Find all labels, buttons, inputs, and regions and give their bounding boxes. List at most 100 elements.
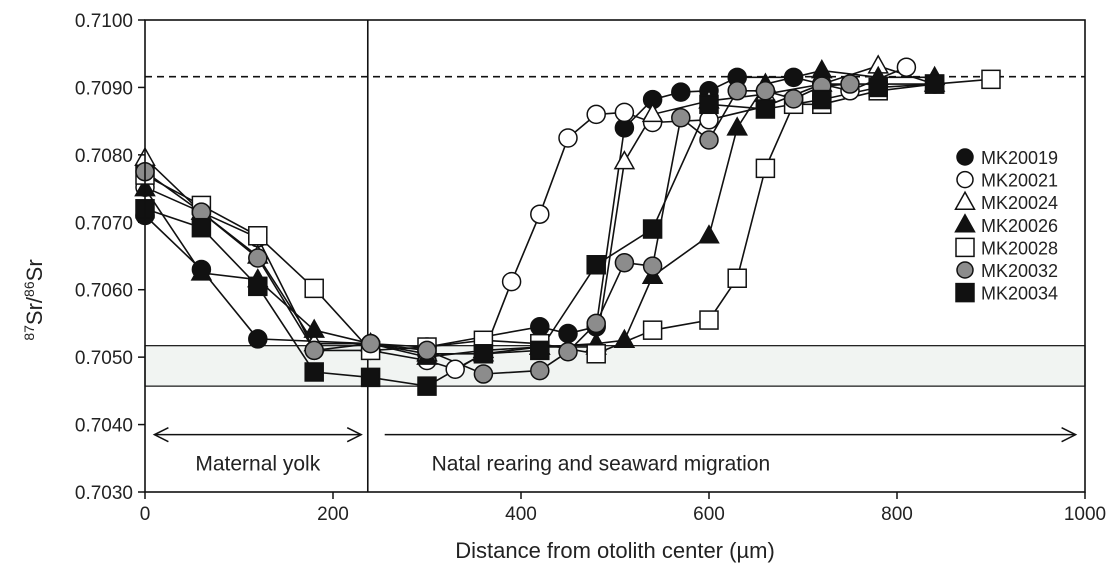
data-point	[840, 74, 860, 94]
data-point	[868, 77, 888, 98]
arrow-head	[1061, 427, 1078, 443]
annotations: Maternal yolk Natal rearing and seaward m…	[152, 427, 1078, 476]
data-point	[642, 320, 663, 340]
data-point	[614, 102, 635, 123]
data-point	[783, 67, 804, 88]
data-point	[417, 340, 437, 361]
x-tick-label: 600	[693, 504, 725, 525]
series-markers-MK20034	[135, 74, 945, 396]
y-tick-label: 0.7030	[75, 483, 133, 504]
data-point	[755, 81, 776, 101]
data-point	[586, 344, 606, 364]
annotation-maternal-yolk: Maternal yolk	[152, 427, 363, 476]
data-point	[727, 268, 747, 289]
data-point	[755, 99, 776, 119]
data-point	[558, 323, 578, 344]
data-point	[896, 57, 917, 77]
legend-label: MK20019	[981, 148, 1058, 168]
data-point	[699, 310, 719, 330]
arrow-head	[346, 427, 363, 443]
plot-frame	[144, 19, 1086, 493]
data-point	[642, 219, 663, 239]
data-series	[134, 54, 1001, 396]
data-point	[671, 82, 691, 102]
data-point	[586, 313, 606, 334]
data-point	[417, 376, 437, 396]
legend-item-MK20032: MK20032	[956, 261, 1058, 281]
annotation-label: Natal rearing and seaward migration	[432, 453, 771, 476]
shaded-band	[144, 345, 1086, 387]
plot-frame-rect	[144, 19, 1086, 493]
y-tick-label: 0.7080	[75, 146, 133, 167]
series-line-MK20028	[144, 78, 992, 355]
data-point	[981, 69, 1001, 90]
legend-label: MK20024	[981, 193, 1058, 213]
data-point	[699, 130, 719, 150]
data-point	[558, 128, 578, 148]
data-point	[586, 104, 606, 125]
y-tick-label: 0.7050	[75, 348, 133, 369]
legend-label: MK20026	[981, 216, 1058, 236]
legend-marker	[954, 190, 976, 210]
data-point	[304, 340, 324, 361]
y-axis-title-sup2: 86	[21, 281, 37, 297]
data-point	[614, 252, 635, 273]
freshwater-range-band	[144, 345, 1086, 387]
data-point	[613, 150, 636, 170]
legend-label: MK20034	[981, 284, 1058, 304]
data-point	[727, 81, 747, 101]
data-point	[726, 116, 748, 136]
legend-item-MK20028: MK20028	[955, 237, 1058, 258]
legend-item-MK20026: MK20026	[954, 213, 1058, 236]
legend-marker	[955, 282, 975, 303]
legend-label: MK20032	[981, 261, 1058, 281]
legend-item-MK20034: MK20034	[955, 282, 1058, 304]
y-tick-label: 0.7100	[75, 11, 133, 32]
data-point	[755, 158, 776, 179]
x-tick-label: 200	[317, 504, 349, 525]
axis-ticks: 0.7030 0.7040 0.7050 0.7060 0.7070 0.7080 0.70…	[75, 11, 1106, 525]
data-point	[248, 226, 268, 246]
data-point	[304, 278, 324, 299]
data-point	[190, 261, 213, 281]
data-point	[530, 317, 550, 337]
annotation-natal-rearing: Natal rearing and seaward migration	[384, 427, 1078, 476]
series-markers-MK20028	[135, 69, 1001, 364]
legend-marker	[956, 170, 974, 189]
y-tick-label: 0.7090	[75, 78, 133, 99]
data-point	[501, 271, 522, 292]
data-point	[473, 344, 494, 364]
legend-item-MK20024: MK20024	[954, 190, 1058, 213]
data-point	[360, 367, 381, 388]
legend-marker	[956, 148, 974, 166]
data-point	[812, 89, 832, 110]
y-tick-label: 0.7040	[75, 416, 133, 437]
arrow-head	[152, 427, 169, 443]
data-point	[586, 255, 606, 275]
data-point	[248, 276, 268, 297]
x-tick-label: 800	[881, 504, 913, 525]
legend-marker	[955, 237, 975, 258]
data-point	[530, 360, 550, 381]
data-point	[304, 362, 324, 382]
legend-label: MK20028	[981, 238, 1058, 258]
legend-marker	[956, 261, 974, 279]
y-axis-title-base1: Sr/	[22, 296, 47, 325]
legend-item-MK20021: MK20021	[956, 170, 1058, 191]
data-point	[783, 89, 804, 109]
y-axis-title-base2: Sr	[22, 259, 47, 281]
data-point	[360, 333, 381, 354]
x-tick-label: 0	[140, 504, 151, 525]
y-axis-title: 87Sr/86Sr	[21, 259, 47, 340]
y-tick-label: 0.7070	[75, 213, 133, 234]
legend-item-MK20019: MK20019	[956, 148, 1058, 168]
data-point	[641, 102, 664, 123]
x-tick-label: 400	[505, 504, 537, 525]
data-point	[473, 364, 494, 384]
data-point	[558, 341, 578, 362]
data-point	[530, 204, 550, 224]
legend-label: MK20021	[981, 171, 1058, 191]
data-point	[698, 224, 720, 244]
